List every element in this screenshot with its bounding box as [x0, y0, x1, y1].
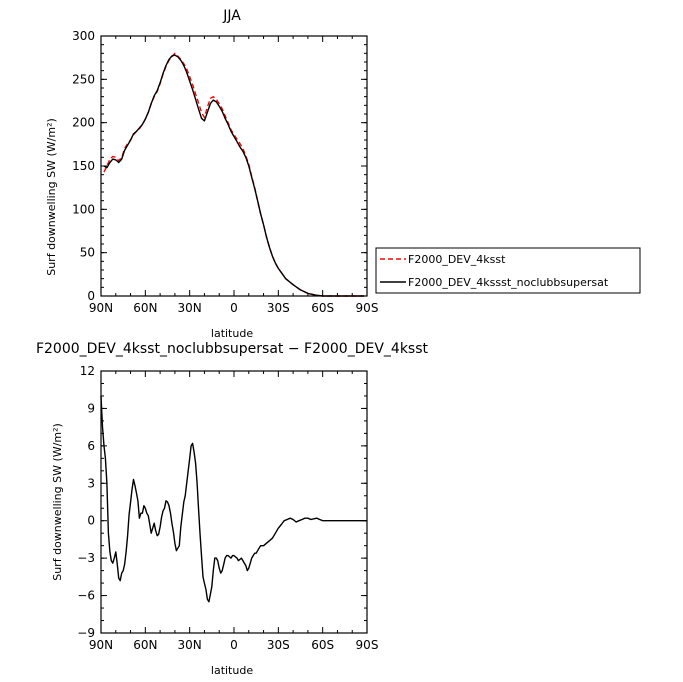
top-chart-y-tick-label: 150	[72, 159, 95, 173]
top-chart-x-tick-label: 90S	[356, 301, 379, 315]
bottom-chart-y-tick-label: 12	[80, 364, 95, 378]
bottom-chart-panel: F2000_DEV_4ksst_noclubbsupersat − F2000_…	[36, 341, 429, 677]
legend-label-series-1: F2000_DEV_4kssst_noclubbsupersat	[408, 276, 609, 289]
bottom-chart-plot: 90N 60N 30N 0 30S 60S 90S −9 −6 −3 0 3 6 9 12	[77, 364, 378, 652]
top-chart-series-1-line	[103, 54, 364, 297]
top-chart-y-tick-label: 250	[72, 72, 95, 86]
bottom-chart-x-axis-label: latitude	[211, 664, 253, 677]
top-chart-panel: JJA 90N 60N 30N 0 30S 60S 90S 0 50 100 150 200 250 30…	[45, 8, 378, 340]
bottom-chart-title: F2000_DEV_4ksst_noclubbsupersat − F2000_…	[36, 341, 429, 357]
top-chart-x-tick-label: 0	[230, 301, 238, 315]
top-chart-x-axis-label: latitude	[211, 327, 253, 340]
bottom-chart-y-tick-label: 9	[87, 401, 95, 415]
top-chart-x-tick-label: 30N	[178, 301, 202, 315]
top-chart-x-tick-label: 30S	[267, 301, 290, 315]
bottom-chart-y-tick-label: −6	[77, 589, 95, 603]
bottom-chart-x-tick-label: 60N	[133, 638, 157, 652]
bottom-chart-x-tick-label: 30S	[267, 638, 290, 652]
bottom-chart-y-axis-label: Surf downwelling SW (W/m²)	[51, 423, 64, 581]
top-chart-y-axis-label: Surf downwelling SW (W/m²)	[45, 118, 58, 276]
bottom-chart-y-tick-label: 3	[87, 476, 95, 490]
bottom-chart-frame	[100, 370, 368, 634]
bottom-chart-x-tick-label: 90N	[89, 638, 113, 652]
top-chart-title: JJA	[222, 8, 241, 24]
bottom-chart-x-tick-label: 90S	[356, 638, 379, 652]
top-chart-y-tick-label: 0	[87, 289, 95, 303]
top-chart-legend: F2000_DEV_4ksst F2000_DEV_4kssst_noclubb…	[375, 247, 641, 294]
bottom-chart-x-tick-label: 30N	[178, 638, 202, 652]
top-chart-x-tick-label: 60S	[311, 301, 334, 315]
top-chart-plot: 90N 60N 30N 0 30S 60S 90S 0 50 100 150 200 250 300	[72, 29, 378, 315]
top-chart-frame	[100, 35, 368, 297]
bottom-chart-series-0-line	[100, 395, 367, 603]
top-chart-x-tick-label: 60N	[133, 301, 157, 315]
bottom-chart-y-tick-label: 6	[87, 439, 95, 453]
legend-box	[375, 247, 641, 294]
legend-label-series-0: F2000_DEV_4ksst	[408, 253, 506, 266]
top-chart-series-0-line	[103, 52, 364, 297]
bottom-chart-x-tick-label: 60S	[311, 638, 334, 652]
top-chart-y-tick-label: 50	[80, 246, 95, 260]
top-chart-y-tick-label: 300	[72, 29, 95, 43]
bottom-chart-y-tick-label: 0	[87, 514, 95, 528]
bottom-chart-x-tick-label: 0	[230, 638, 238, 652]
top-chart-y-tick-label: 100	[72, 202, 95, 216]
top-chart-x-tick-label: 90N	[89, 301, 113, 315]
bottom-chart-y-tick-label: −3	[77, 551, 95, 565]
bottom-chart-y-tick-label: −9	[77, 626, 95, 640]
top-chart-y-tick-label: 200	[72, 116, 95, 130]
